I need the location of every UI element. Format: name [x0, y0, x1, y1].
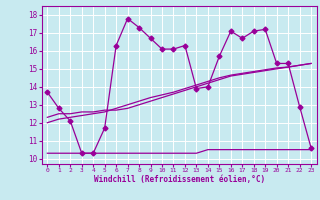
X-axis label: Windchill (Refroidissement éolien,°C): Windchill (Refroidissement éolien,°C) [94, 175, 265, 184]
